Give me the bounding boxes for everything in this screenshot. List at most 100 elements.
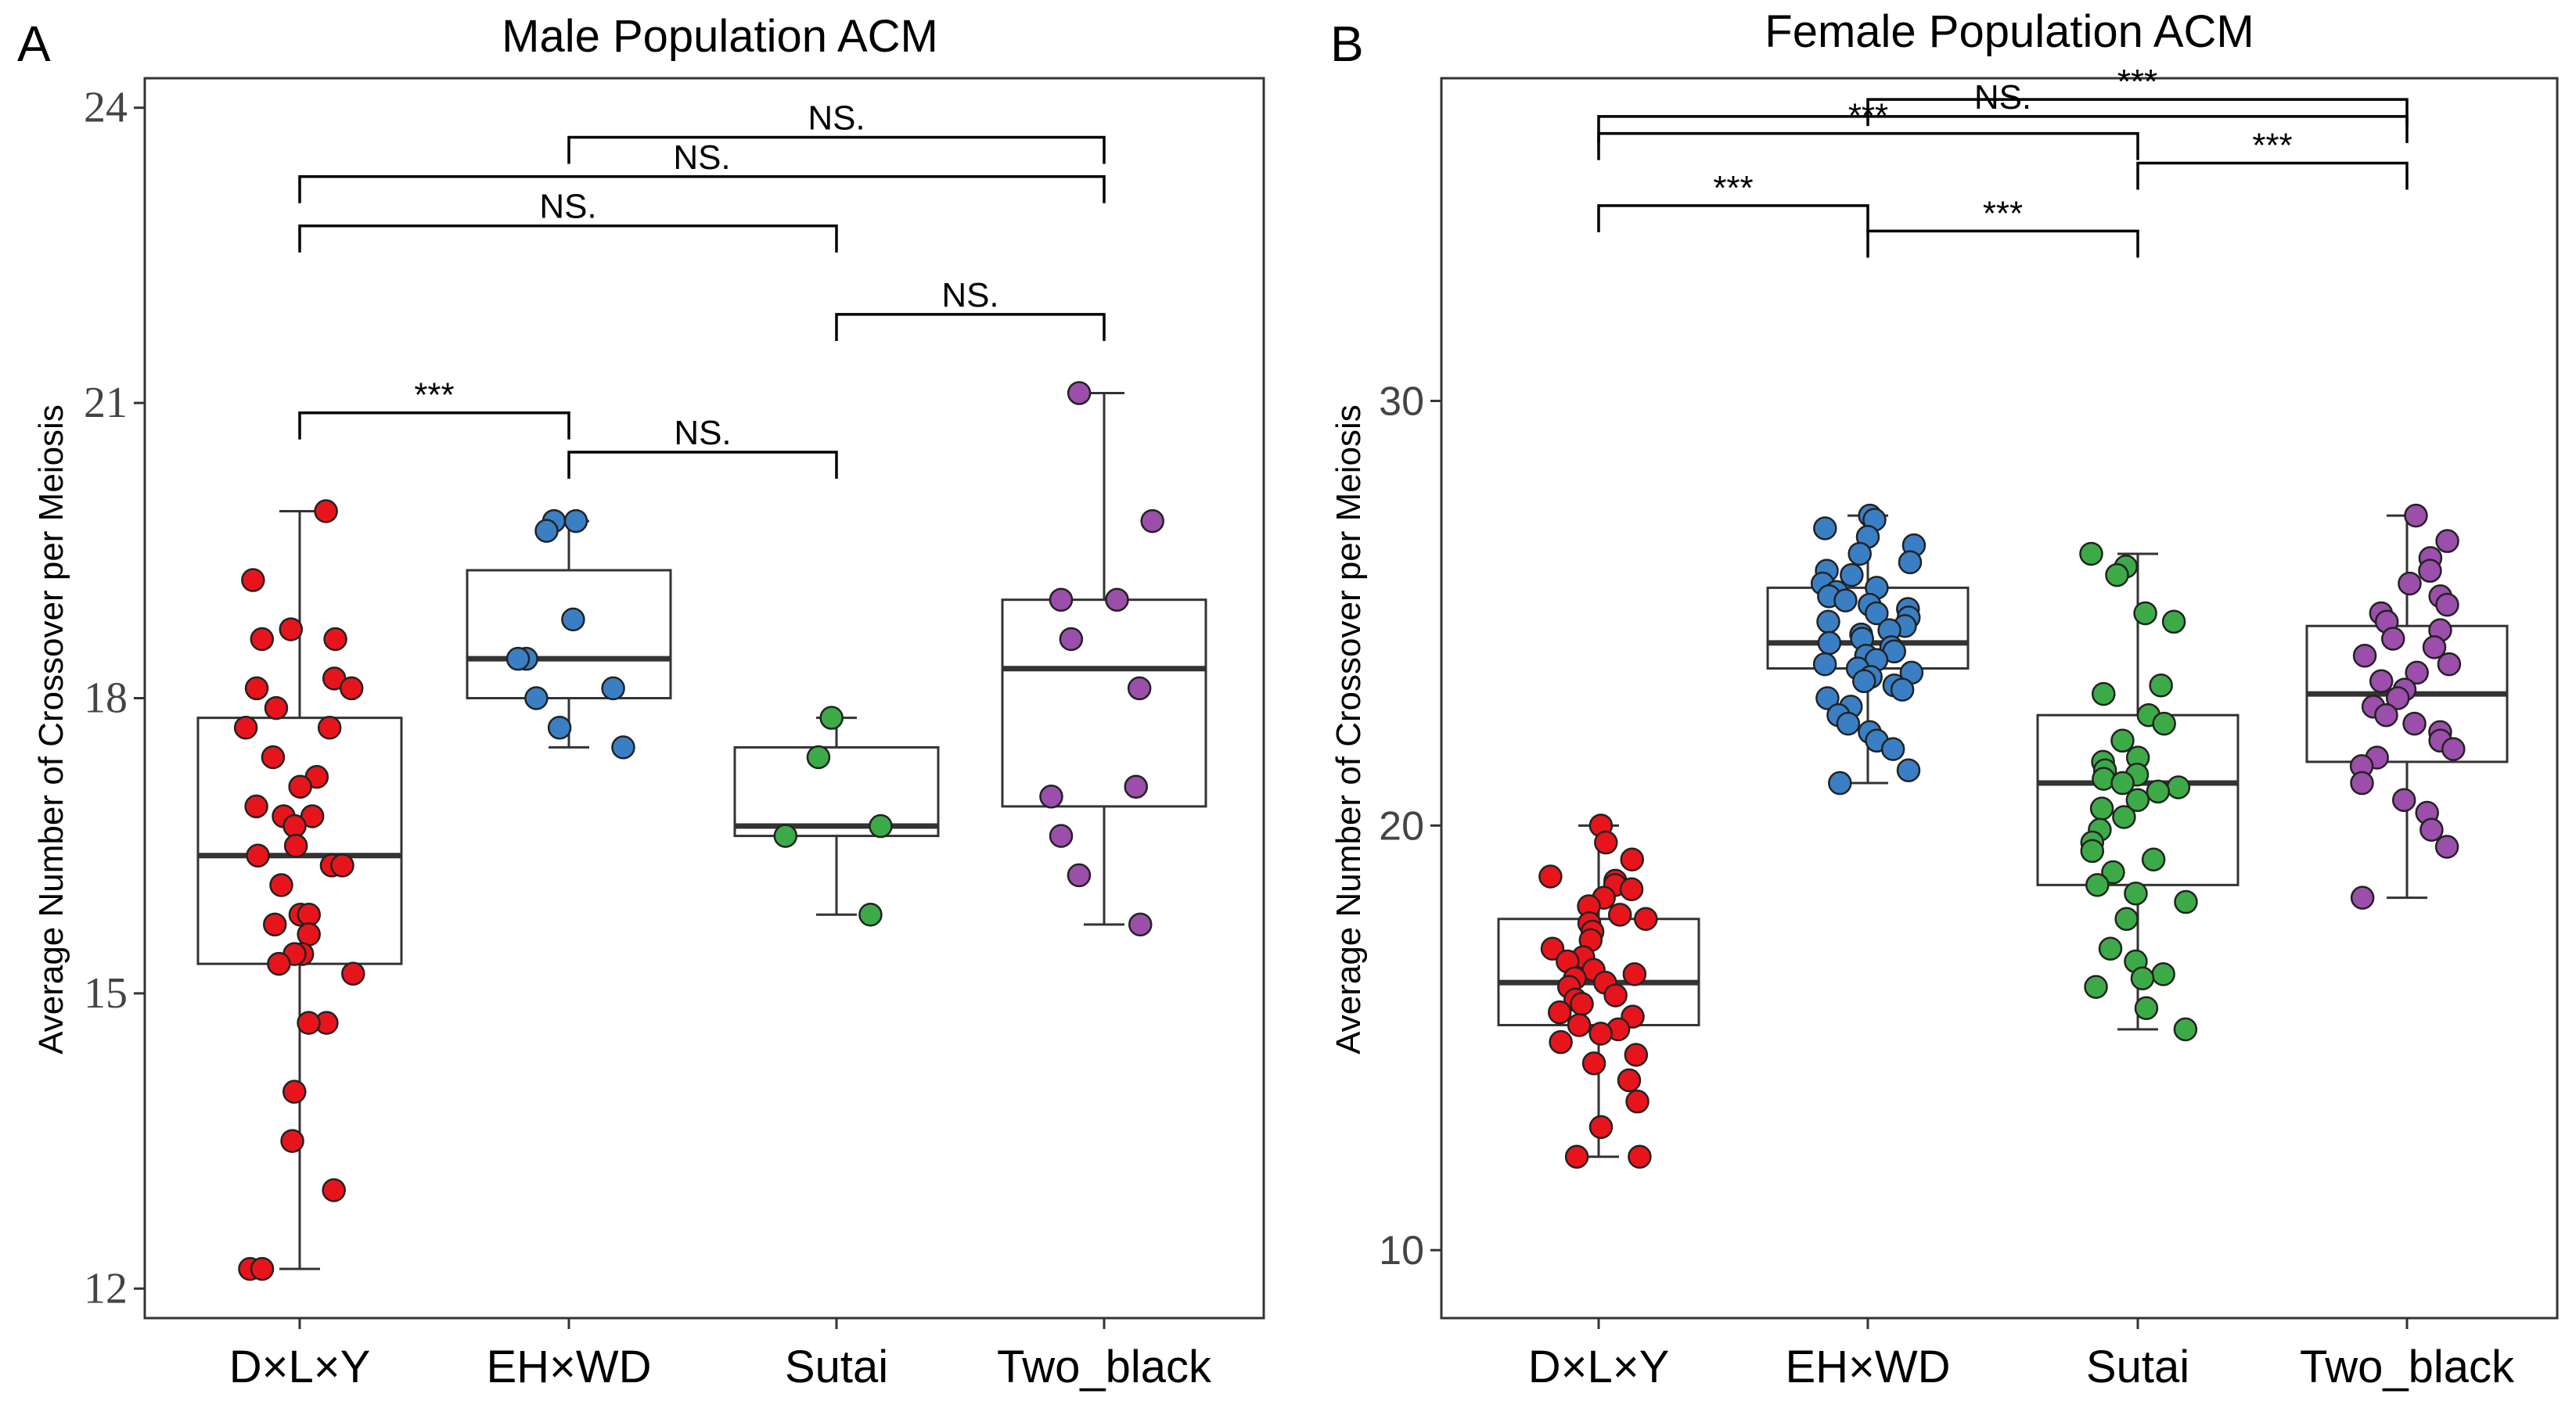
data-point — [283, 833, 308, 858]
data-point — [288, 774, 312, 799]
data-point — [1594, 830, 1618, 855]
data-point — [2105, 562, 2129, 587]
data-point — [2350, 771, 2374, 796]
data-point — [1833, 588, 1858, 613]
data-point — [1588, 1115, 1614, 1139]
data-point — [2441, 737, 2466, 761]
data-point — [1549, 1029, 1573, 1054]
data-point — [2435, 592, 2459, 617]
data-point — [263, 912, 287, 937]
x-tick-label: EH×WD — [1785, 1342, 1950, 1392]
data-point — [1617, 1068, 1642, 1093]
y-tick-label: 15 — [84, 969, 128, 1018]
data-point — [280, 1129, 304, 1153]
data-point — [1538, 864, 1563, 889]
y-tick-label: 30 — [1379, 379, 1424, 425]
data-point — [1622, 962, 1647, 986]
iqr-box — [733, 745, 940, 838]
data-point — [330, 853, 354, 878]
data-point — [340, 676, 364, 701]
data-point — [1619, 877, 1644, 902]
data-point — [2418, 559, 2442, 583]
data-point — [1564, 1144, 1589, 1169]
data-point — [1105, 587, 1129, 612]
data-point — [2130, 966, 2155, 991]
data-point — [563, 508, 588, 533]
data-point — [524, 686, 549, 710]
iqr-box — [1001, 598, 1207, 808]
box-2 — [733, 717, 940, 916]
panel-letter: A — [17, 16, 51, 72]
data-point — [282, 814, 307, 839]
data-point — [2085, 873, 2110, 897]
data-point — [1852, 669, 1876, 694]
significance-bracket — [567, 451, 838, 480]
box-1 — [466, 519, 672, 749]
data-point — [1581, 1051, 1606, 1076]
data-point — [2166, 775, 2191, 799]
data-point — [1128, 912, 1153, 937]
data-point — [505, 646, 531, 671]
x-tick-label: Sutai — [785, 1342, 888, 1392]
data-point — [244, 676, 269, 701]
data-point — [2110, 728, 2135, 753]
data-point — [2404, 503, 2428, 528]
data-point — [611, 735, 635, 760]
data-point — [1059, 627, 1084, 652]
data-point — [244, 794, 268, 819]
data-point — [2133, 601, 2157, 626]
data-point — [869, 814, 893, 839]
chart-title: Male Population ACM — [502, 11, 938, 62]
data-point — [1540, 936, 1565, 961]
data-point — [2419, 817, 2444, 842]
data-point — [2352, 643, 2377, 668]
significance-bracket — [2136, 161, 2409, 190]
y-axis-label: Average Number of Crossover per Meiosis — [32, 404, 70, 1054]
significance-label: NS. — [1974, 78, 2031, 117]
data-point — [1603, 983, 1628, 1008]
significance-label: NS. — [941, 276, 998, 314]
significance-label: *** — [1983, 194, 2023, 232]
data-point — [2110, 771, 2135, 796]
significance-label: NS. — [673, 138, 730, 177]
box-3 — [1001, 392, 1207, 926]
y-tick-label: 10 — [1379, 1228, 1424, 1274]
panel-letter: B — [1330, 16, 1364, 72]
data-point — [2146, 779, 2171, 804]
panel-b: B Female Population ACM Average Number of … — [1329, 6, 2559, 1392]
significance-bracket — [1597, 131, 2139, 160]
data-point — [1067, 381, 1092, 405]
data-point — [2080, 839, 2105, 864]
x-tick-label: EH×WD — [486, 1342, 651, 1392]
data-point — [261, 745, 286, 770]
data-point — [2391, 788, 2416, 813]
data-point — [2434, 835, 2459, 859]
data-point — [2125, 788, 2150, 813]
data-point — [250, 627, 275, 652]
data-point — [806, 745, 831, 770]
y-tick-label: 20 — [1379, 803, 1424, 849]
data-point — [2151, 962, 2175, 986]
significance-bracket — [298, 224, 838, 253]
significance-bracket — [567, 135, 1106, 164]
data-point — [317, 715, 342, 740]
data-point — [2435, 529, 2459, 553]
significance-label: NS. — [808, 99, 865, 137]
data-point — [2124, 881, 2148, 906]
data-point — [1628, 1144, 1652, 1169]
data-point — [233, 715, 258, 740]
data-point — [534, 519, 559, 543]
x-tick-label: Two_black — [2300, 1342, 2515, 1392]
data-point — [341, 961, 365, 986]
data-point — [2114, 907, 2139, 932]
data-point — [279, 617, 304, 641]
data-point — [2385, 686, 2410, 710]
y-tick-label: 18 — [84, 674, 128, 723]
data-point — [314, 499, 338, 523]
data-point — [2089, 796, 2114, 821]
iqr-box — [466, 569, 672, 700]
data-point — [1836, 711, 1861, 736]
data-point — [1898, 550, 1923, 575]
data-point — [1813, 516, 1837, 541]
significance-bracket — [298, 411, 570, 440]
